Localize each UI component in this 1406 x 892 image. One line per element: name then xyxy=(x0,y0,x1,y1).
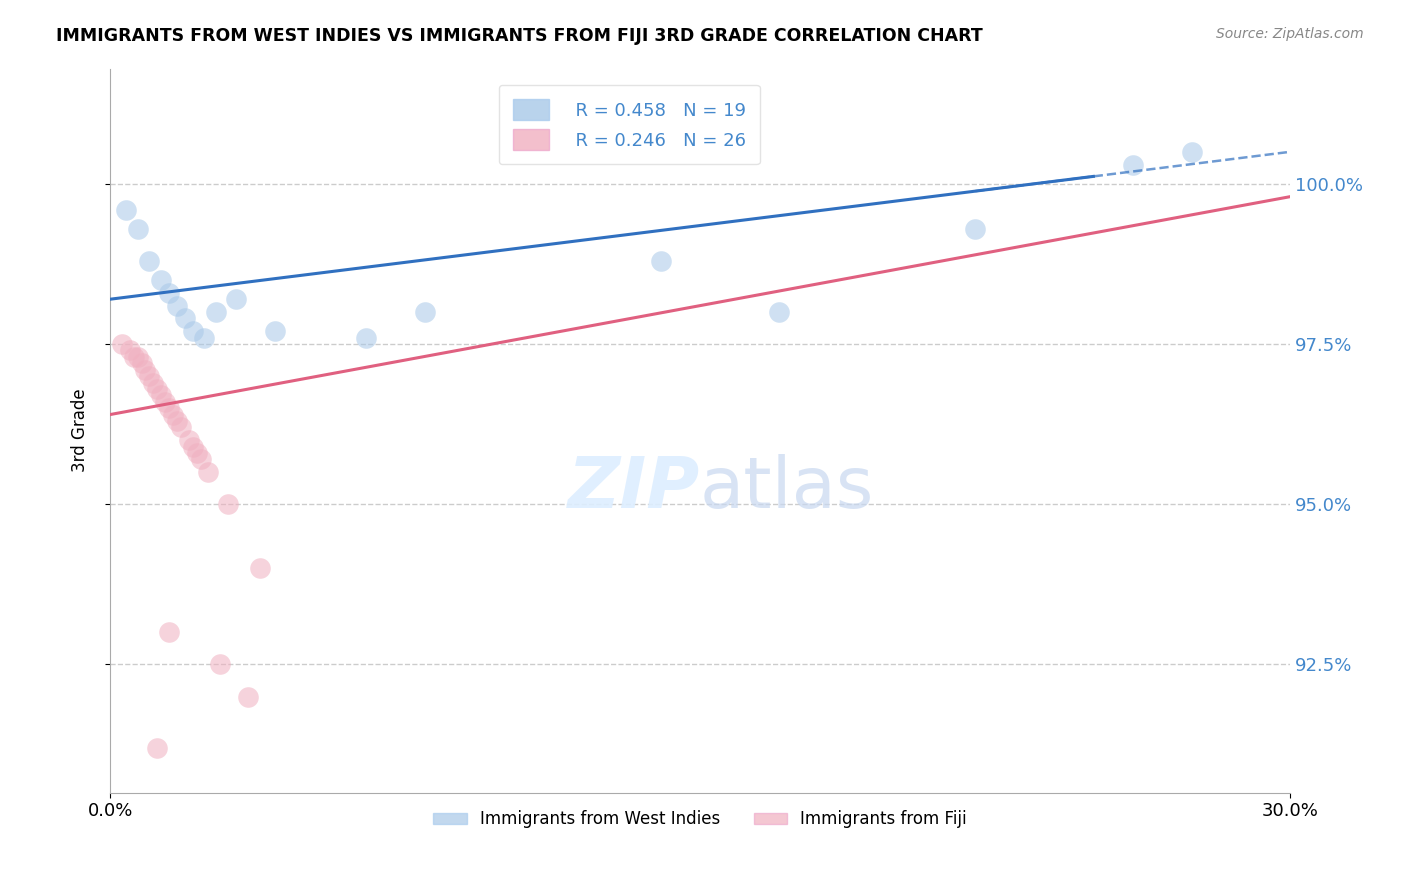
Point xyxy=(249,561,271,575)
Point xyxy=(131,356,153,370)
Point xyxy=(209,657,232,672)
Text: atlas: atlas xyxy=(700,454,875,523)
Point xyxy=(768,305,790,319)
Point xyxy=(173,311,195,326)
Point xyxy=(150,273,173,287)
Point xyxy=(190,452,212,467)
Legend: Immigrants from West Indies, Immigrants from Fiji: Immigrants from West Indies, Immigrants … xyxy=(426,804,973,835)
Point xyxy=(138,369,160,384)
Point xyxy=(127,350,149,364)
Text: ZIP: ZIP xyxy=(568,454,700,523)
Point xyxy=(264,324,287,338)
Point xyxy=(157,401,180,416)
Point xyxy=(146,740,169,755)
Point xyxy=(413,305,436,319)
Point xyxy=(142,376,165,390)
Point xyxy=(225,292,247,306)
Point xyxy=(217,497,239,511)
Point xyxy=(1181,145,1204,159)
Point xyxy=(236,690,259,704)
Point xyxy=(965,221,987,235)
Point xyxy=(114,202,136,217)
Point xyxy=(166,299,188,313)
Point xyxy=(170,420,193,434)
Point xyxy=(150,388,173,402)
Point xyxy=(134,362,156,376)
Point xyxy=(166,414,188,428)
Point xyxy=(186,446,208,460)
Point xyxy=(138,253,160,268)
Point xyxy=(181,324,204,338)
Text: Source: ZipAtlas.com: Source: ZipAtlas.com xyxy=(1216,27,1364,41)
Point xyxy=(146,382,169,396)
Text: IMMIGRANTS FROM WEST INDIES VS IMMIGRANTS FROM FIJI 3RD GRADE CORRELATION CHART: IMMIGRANTS FROM WEST INDIES VS IMMIGRANT… xyxy=(56,27,983,45)
Point xyxy=(118,343,141,358)
Point xyxy=(1122,158,1144,172)
Point xyxy=(122,350,145,364)
Point xyxy=(354,331,377,345)
Point xyxy=(157,625,180,640)
Point xyxy=(157,285,180,300)
Point xyxy=(162,408,184,422)
Point xyxy=(153,394,176,409)
Point xyxy=(197,465,219,479)
Point xyxy=(127,221,149,235)
Point xyxy=(205,305,228,319)
Point xyxy=(193,331,215,345)
Point xyxy=(181,440,204,454)
Point xyxy=(177,433,200,447)
Point xyxy=(111,337,134,351)
Y-axis label: 3rd Grade: 3rd Grade xyxy=(72,389,89,473)
Point xyxy=(650,253,672,268)
